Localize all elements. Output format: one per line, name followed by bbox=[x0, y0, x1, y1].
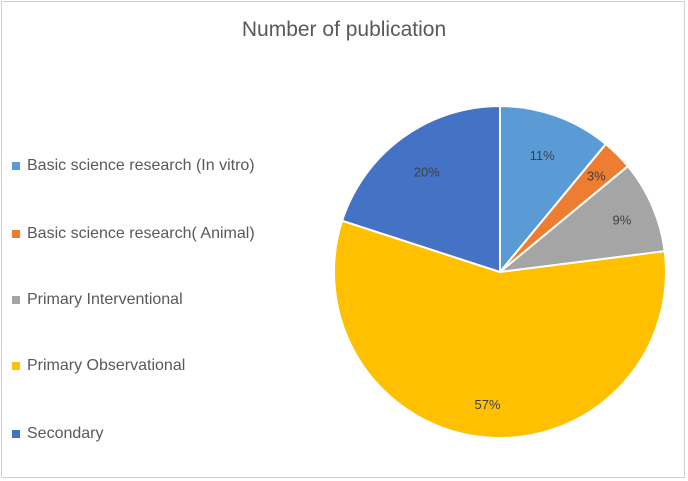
legend-item-observational: Primary Observational bbox=[12, 357, 185, 375]
pie-slice bbox=[340, 104, 501, 274]
legend-swatch bbox=[12, 162, 20, 170]
slice-data-label: 9% bbox=[612, 212, 631, 227]
slice-data-label: 11% bbox=[530, 148, 555, 163]
legend-label: Primary Interventional bbox=[27, 291, 183, 308]
slice-data-label: 20% bbox=[414, 164, 440, 179]
legend-swatch bbox=[12, 362, 20, 370]
pie-slice bbox=[496, 164, 666, 274]
legend-item-interventional: Primary Interventional bbox=[12, 291, 183, 309]
legend-label: Primary Observational bbox=[27, 357, 186, 374]
legend-item-secondary: Secondary bbox=[12, 425, 104, 443]
legend-label: Secondary bbox=[27, 425, 104, 442]
slice-data-label: 57% bbox=[474, 397, 500, 412]
legend-item-animal: Basic science research( Animal) bbox=[12, 225, 255, 243]
pie-slice bbox=[499, 104, 608, 275]
legend-label: Basic science research (In vitro) bbox=[27, 157, 255, 174]
legend-swatch bbox=[12, 430, 20, 438]
pie-slice bbox=[333, 219, 667, 439]
slice-data-label: 3% bbox=[587, 169, 606, 184]
legend-swatch bbox=[12, 296, 20, 304]
legend-label: Basic science research( Animal) bbox=[27, 225, 255, 242]
legend-item-in-vitro: Basic science research (In vitro) bbox=[12, 157, 255, 175]
chart-title: Number of publication bbox=[241, 18, 447, 41]
legend-swatch bbox=[12, 230, 20, 238]
